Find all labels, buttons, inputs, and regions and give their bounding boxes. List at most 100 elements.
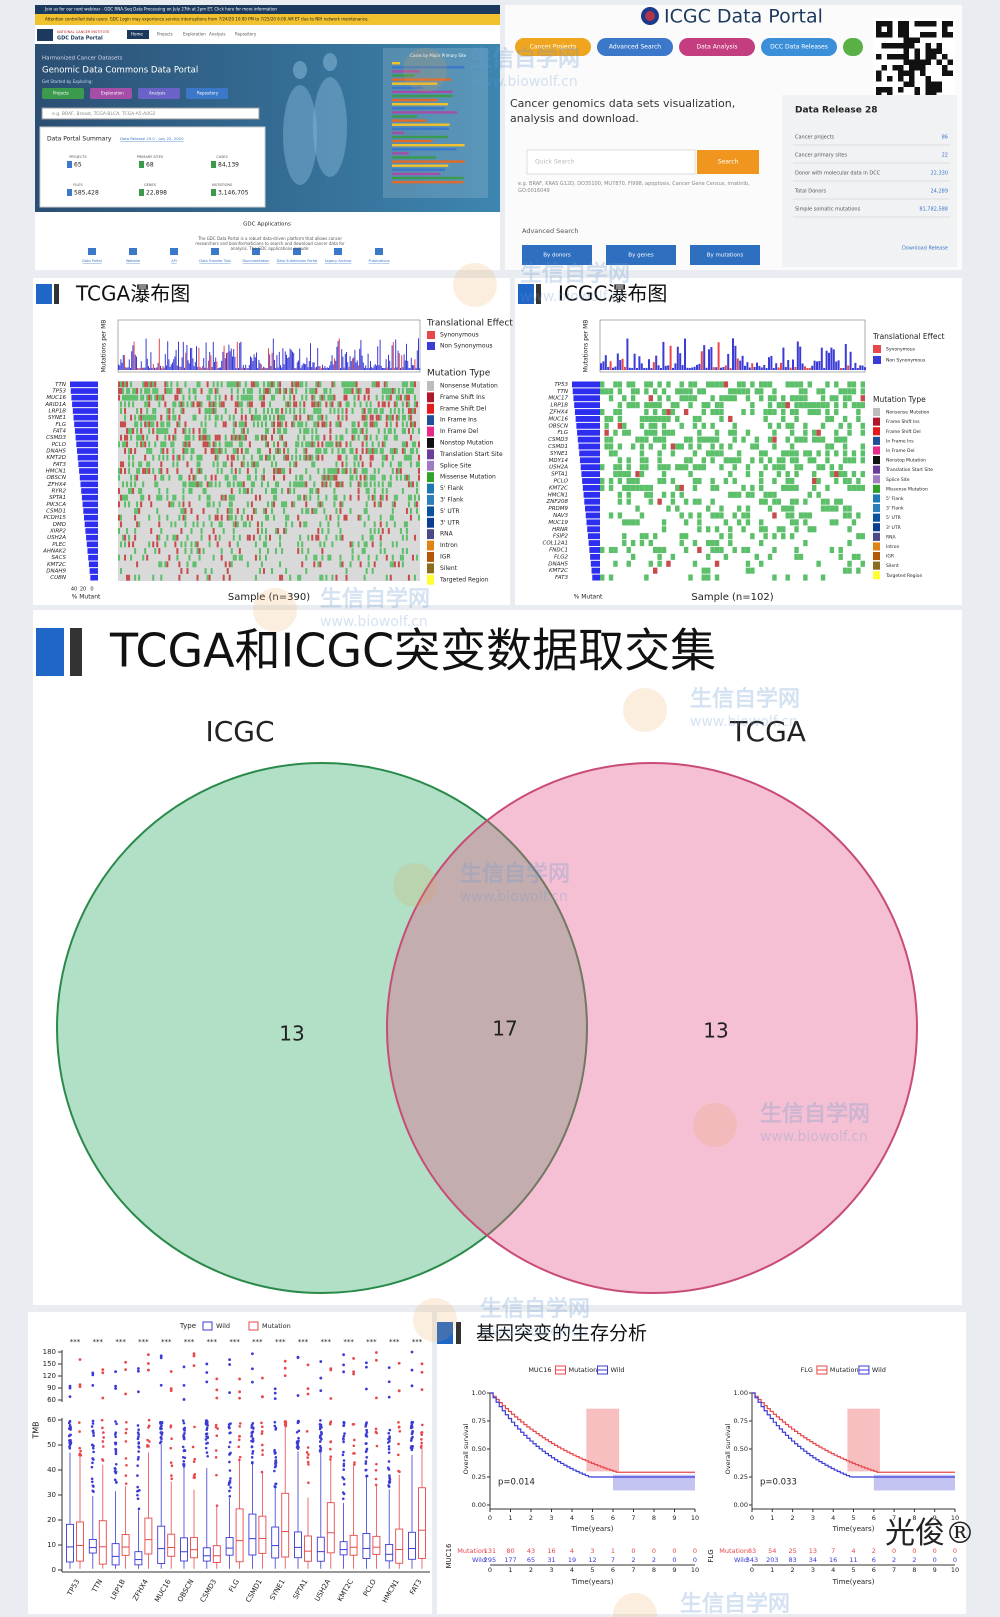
outlier bbox=[137, 1441, 141, 1444]
oncoplot-cell bbox=[130, 428, 133, 434]
oncoplot-cell bbox=[683, 457, 689, 464]
oncoplot-cell bbox=[683, 498, 689, 505]
label: Frame Shift Ins bbox=[440, 394, 485, 401]
oncoplot-cell bbox=[313, 421, 316, 428]
oncoplot-cell bbox=[166, 488, 169, 494]
advanced-button[interactable] bbox=[522, 245, 592, 265]
oncoplot-cell bbox=[120, 541, 123, 548]
tmb-bar bbox=[310, 343, 311, 370]
qr-cell bbox=[931, 32, 937, 38]
x-tick-label: 9 bbox=[933, 1514, 937, 1522]
pct-bar bbox=[88, 554, 98, 561]
oncoplot-cell bbox=[772, 436, 777, 443]
advanced-button[interactable] bbox=[606, 245, 676, 265]
oncoplot-cell bbox=[617, 498, 623, 505]
icgc-button[interactable] bbox=[515, 38, 591, 56]
oncoplot-cell bbox=[617, 457, 623, 464]
gdc-button[interactable] bbox=[42, 88, 84, 99]
icgc-search-button[interactable] bbox=[697, 150, 759, 174]
outlier bbox=[261, 1425, 264, 1429]
oncoplot-cell bbox=[194, 388, 197, 394]
y-tick-label: 120 bbox=[43, 1372, 56, 1380]
oncoplot-cell bbox=[405, 401, 408, 408]
oncoplot-cell bbox=[803, 450, 808, 457]
qr-cell bbox=[936, 81, 942, 87]
outlier bbox=[319, 1360, 323, 1363]
advanced-button[interactable] bbox=[690, 245, 760, 265]
qr-cell bbox=[914, 54, 920, 60]
gdc-button[interactable] bbox=[90, 88, 132, 99]
icgc-button[interactable] bbox=[597, 38, 673, 56]
oncoplot-cell bbox=[200, 454, 203, 461]
tmb-bar bbox=[281, 367, 283, 370]
oncoplot-cell bbox=[333, 488, 336, 494]
oncoplot-cell bbox=[381, 394, 384, 401]
icgc-search[interactable] bbox=[526, 149, 696, 175]
outlier bbox=[318, 1436, 322, 1439]
gdc-button[interactable] bbox=[186, 88, 228, 99]
oncoplot-cell bbox=[820, 395, 826, 402]
oncoplot-cell bbox=[365, 508, 368, 514]
oncoplot-cell bbox=[317, 468, 320, 474]
oncoplot-cell bbox=[335, 421, 338, 428]
outlier bbox=[191, 1445, 195, 1449]
oncoplot-cell bbox=[781, 395, 786, 402]
set-count: 13 bbox=[703, 1019, 728, 1043]
outlier bbox=[351, 1423, 355, 1426]
oncoplot-cell bbox=[224, 421, 227, 428]
oncoplot-cell bbox=[160, 528, 163, 534]
oncoplot-cell bbox=[706, 574, 711, 581]
oncoplot-cell bbox=[714, 402, 720, 409]
gdc-button[interactable] bbox=[138, 88, 180, 99]
oncoplot-cell bbox=[825, 402, 830, 409]
oncoplot-cell bbox=[838, 498, 843, 505]
tmb-bar bbox=[197, 366, 199, 370]
oncoplot-cell bbox=[675, 484, 680, 491]
oncoplot-cell bbox=[293, 408, 296, 414]
outlier bbox=[296, 1356, 300, 1360]
oncoplot-cell bbox=[234, 514, 237, 521]
oncoplot-cell bbox=[851, 381, 857, 388]
oncoplot-cell bbox=[341, 408, 344, 414]
gdc-search[interactable] bbox=[41, 107, 260, 120]
tmb-bar bbox=[278, 351, 280, 370]
tmb-bar bbox=[286, 354, 287, 370]
outlier bbox=[364, 1442, 368, 1445]
oncoplot-cell bbox=[156, 421, 159, 428]
oncoplot-cell bbox=[234, 408, 237, 414]
oncoplot-cell bbox=[154, 481, 157, 488]
nav-active bbox=[127, 30, 149, 39]
oncoplot-cell bbox=[851, 388, 857, 395]
outlier bbox=[273, 1397, 277, 1401]
oncoplot-cell bbox=[184, 514, 187, 521]
oncoplot-cell bbox=[337, 401, 340, 408]
oncoplot-cell bbox=[741, 436, 746, 443]
legend-swatch bbox=[427, 540, 434, 551]
oncoplot-cell bbox=[138, 461, 141, 468]
qr-cell bbox=[903, 21, 909, 27]
oncoplot-cell bbox=[798, 402, 804, 409]
icgc-button[interactable] bbox=[679, 38, 755, 56]
oncoplot-cell bbox=[369, 481, 372, 488]
oncoplot-cell bbox=[807, 457, 812, 464]
oncoplot-cell bbox=[134, 388, 137, 394]
oncoplot-cell bbox=[745, 471, 751, 478]
oncoplot-cell bbox=[772, 408, 777, 416]
oncoplot-cell bbox=[750, 484, 755, 491]
oncoplot-cell bbox=[186, 568, 189, 574]
oncoplot-cell bbox=[794, 519, 799, 526]
tmb-bar bbox=[811, 365, 814, 370]
outlier bbox=[159, 1435, 163, 1439]
oncoplot-cell bbox=[670, 498, 676, 505]
x-tick-label: 0 bbox=[488, 1514, 492, 1522]
oncoplot-cell bbox=[275, 461, 278, 468]
legend-swatch bbox=[427, 472, 434, 483]
icgc-button[interactable] bbox=[761, 38, 837, 56]
oncoplot-cell bbox=[299, 414, 302, 421]
gdc-chart-bar bbox=[392, 98, 438, 102]
oncoplot-cell bbox=[254, 408, 257, 414]
oncoplot-cell bbox=[820, 436, 826, 443]
oncoplot-cell bbox=[798, 388, 804, 395]
oncoplot-cell bbox=[206, 394, 209, 401]
oncoplot-cell bbox=[204, 408, 207, 414]
